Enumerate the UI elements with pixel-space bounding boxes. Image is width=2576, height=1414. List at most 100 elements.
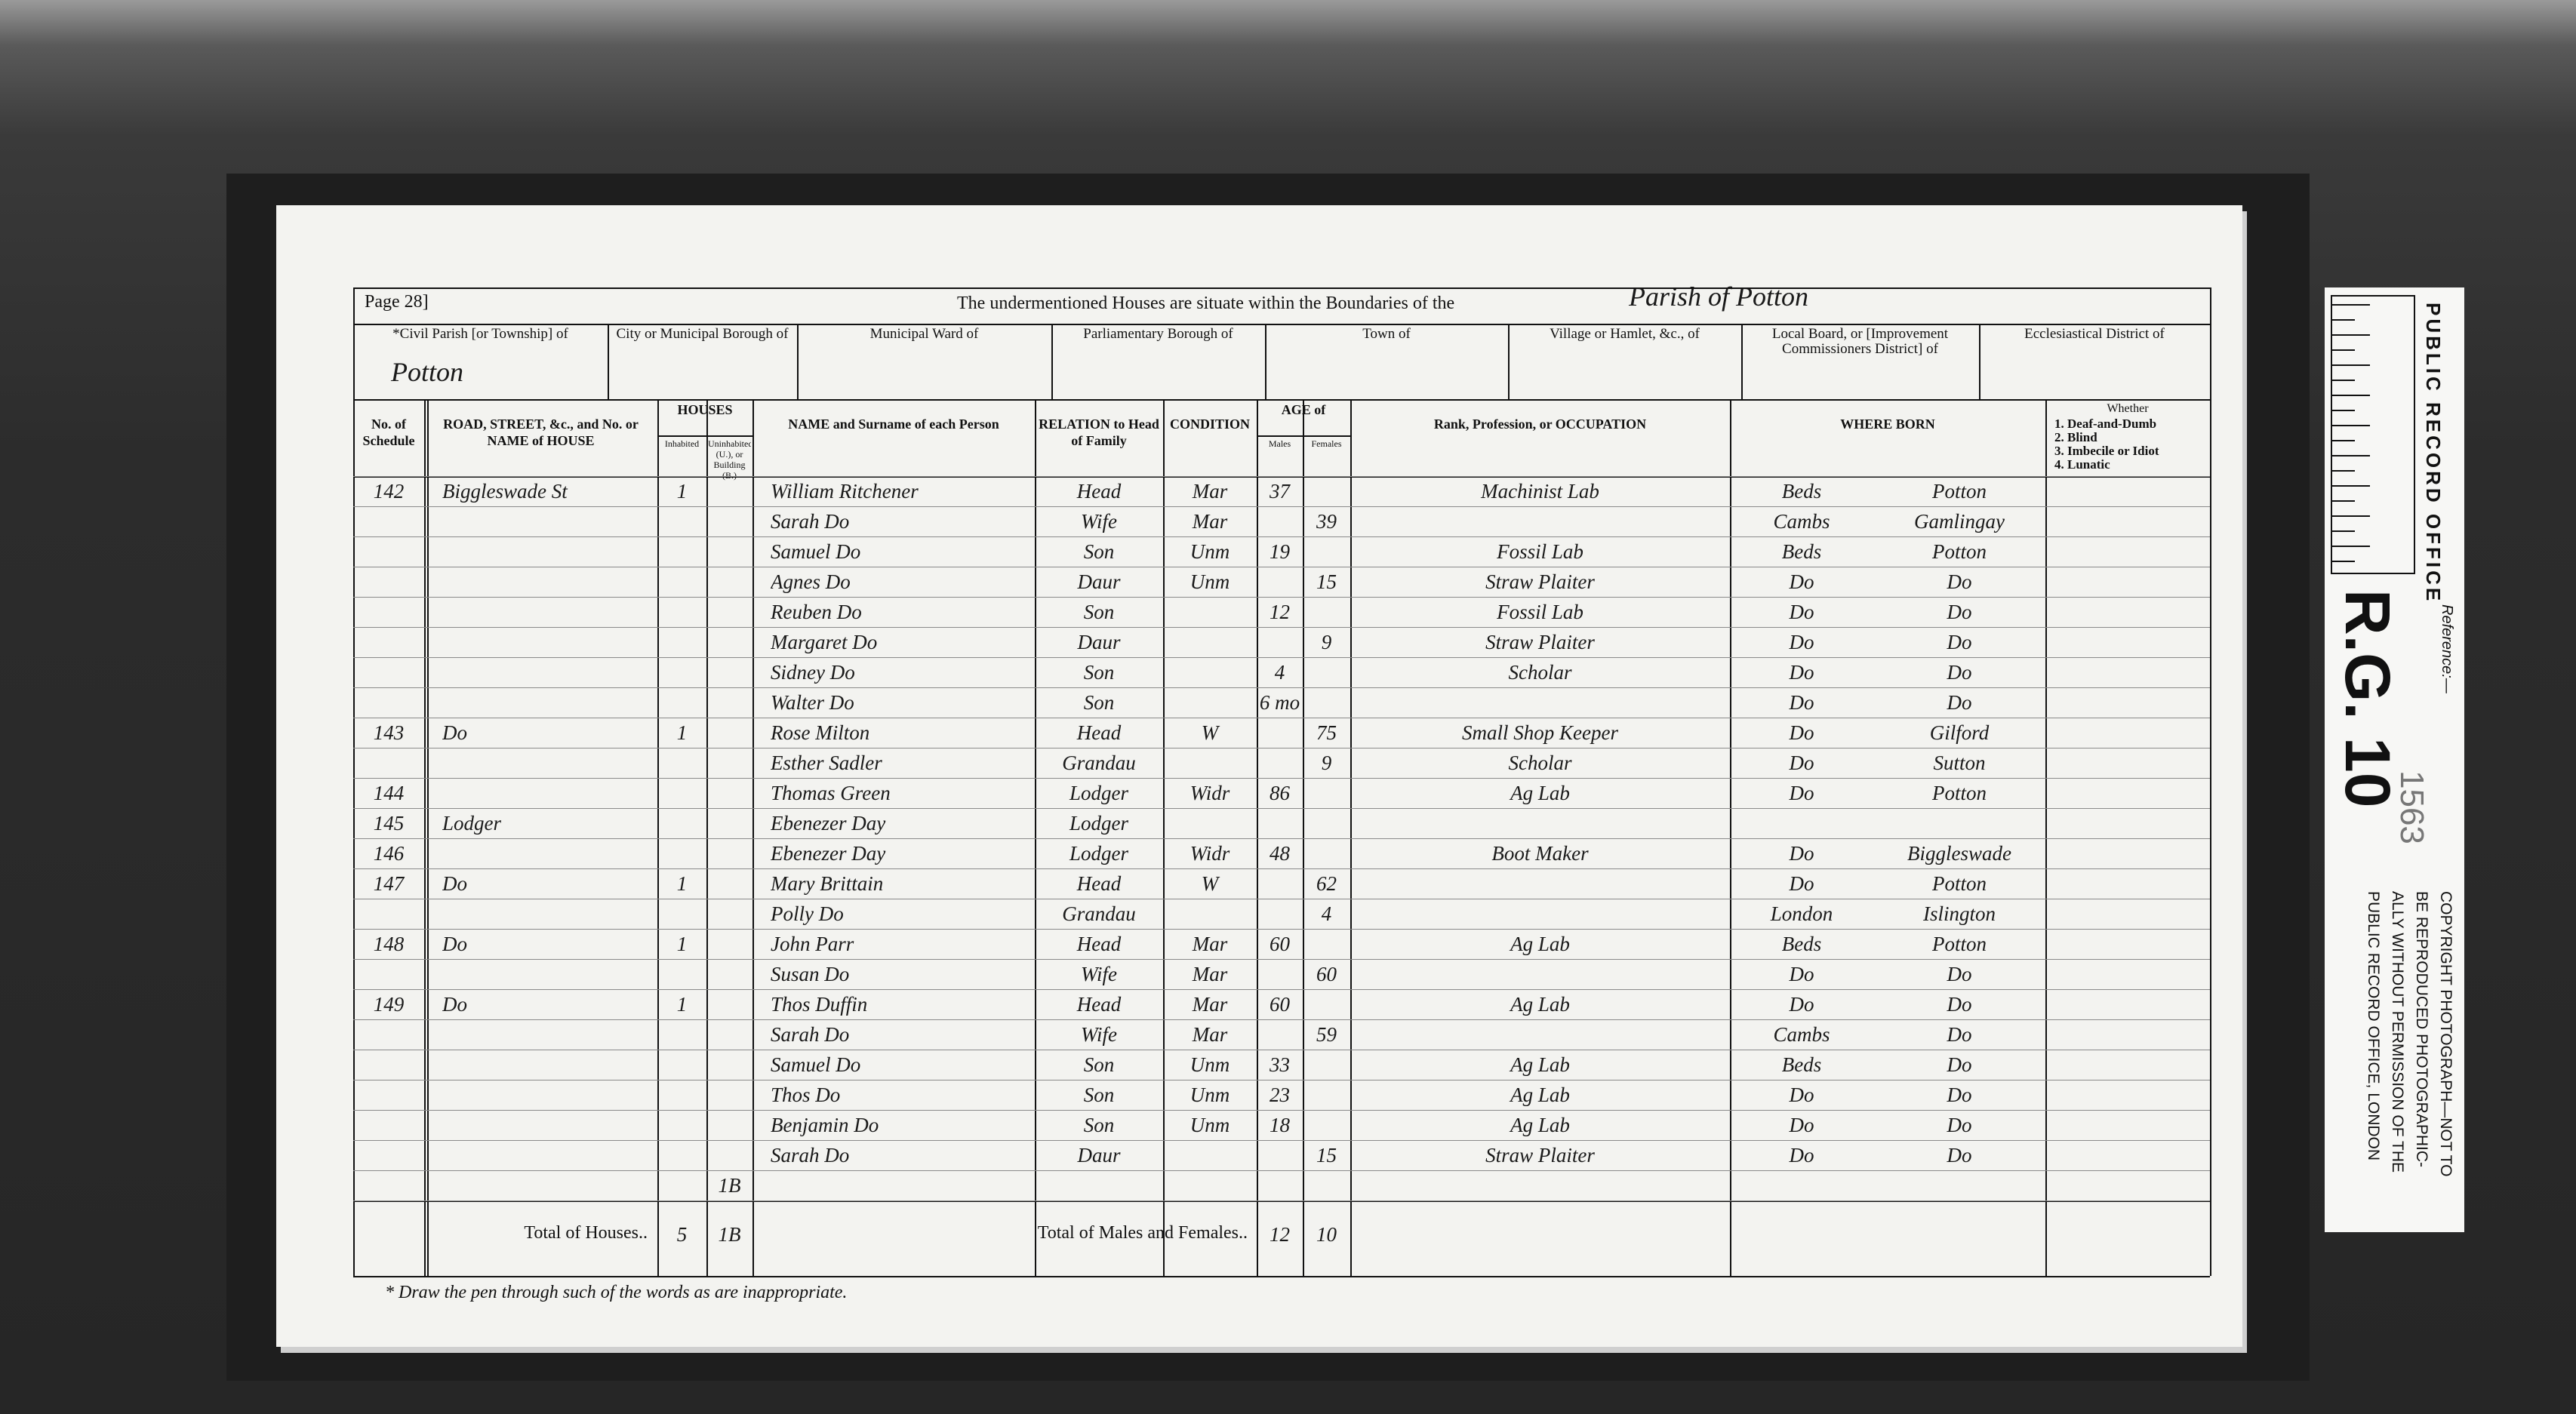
cell-occupation: Small Shop Keeper (1462, 721, 1618, 744)
ruler (2331, 295, 2415, 574)
cell-born-parish: Potton (1932, 933, 1987, 955)
cell-born-county: Do (1789, 842, 1814, 865)
cell-born-parish: Do (1947, 1084, 1972, 1106)
cell-born-county: Cambs (1773, 510, 1830, 533)
cell-born-parish: Do (1947, 631, 1972, 653)
cell-name: Margaret Do (771, 631, 878, 653)
cell-relation: Head (1076, 721, 1122, 744)
column-header: ROAD, STREET, &c., and No. or NAME of HO… (443, 417, 639, 448)
cell-born-county: London (1770, 902, 1833, 925)
cell-road: Do (442, 721, 467, 744)
cell-male: 19 (1270, 540, 1290, 563)
cell-male: 23 (1270, 1084, 1290, 1106)
copyright-line: PUBLIC RECORD OFFICE, LONDON (2365, 891, 2382, 1161)
cell-name: Esther Sadler (771, 752, 882, 774)
cell-relation: Lodger (1069, 812, 1128, 835)
cell-schedule: 149 (373, 993, 405, 1016)
cell-relation: Son (1083, 1084, 1115, 1106)
column-subheader: Inhabited (664, 438, 700, 449)
column-header: NAME and Surname of each Person (788, 417, 999, 432)
ruler-tick (2332, 485, 2370, 487)
cell-female: 9 (1321, 631, 1332, 653)
cell-occupation: Straw Plaiter (1485, 1144, 1595, 1167)
total-males: 12 (1270, 1223, 1290, 1246)
cell-name: Ebenezer Day (771, 812, 886, 835)
rule (1257, 399, 1258, 1276)
sheet (276, 205, 2242, 1347)
cell-name: William Ritchener (771, 480, 919, 503)
cell-condition: Mar (1192, 933, 1228, 955)
cell-relation: Son (1083, 661, 1115, 684)
district-label: Village or Hamlet, &c., of (1550, 326, 1700, 342)
cell-male: 86 (1270, 782, 1290, 804)
cell-relation: Son (1083, 1053, 1115, 1076)
cell-schedule: 145 (373, 812, 405, 835)
cell-name: Mary Brittain (771, 872, 884, 895)
cell-name: Susan Do (771, 963, 850, 985)
cell-schedule: 148 (373, 933, 405, 955)
rule (1051, 324, 1053, 399)
row-rule (353, 868, 2210, 869)
cell-born-parish: Do (1947, 1023, 1972, 1046)
ruler-tick (2332, 440, 2355, 441)
cell-relation: Son (1083, 601, 1115, 623)
rule (752, 399, 754, 1276)
cell-schedule: 144 (373, 782, 405, 804)
rule (2210, 287, 2211, 1276)
ruler-tick (2332, 364, 2370, 366)
cell-name: Thos Do (771, 1084, 841, 1106)
column-header: AGE of (1281, 402, 1326, 417)
rule (353, 1200, 2210, 1202)
cell-condition: Mar (1192, 510, 1228, 533)
cell-born-parish: Potton (1932, 782, 1987, 804)
cell-born-parish: Do (1947, 1053, 1972, 1076)
cell-name: Sidney Do (771, 661, 855, 684)
reference-strip: PUBLIC RECORD OFFICE Reference:— R.G. 10 15… (2325, 287, 2464, 1232)
cell-condition: Unm (1190, 1053, 1230, 1076)
cell-male: 48 (1270, 842, 1290, 865)
cell-relation: Lodger (1069, 782, 1128, 804)
cell-born-county: Beds (1781, 540, 1822, 563)
cell-female: 15 (1316, 570, 1337, 593)
cell-born-county: Do (1789, 752, 1814, 774)
cell-name: Rose Milton (771, 721, 870, 744)
ruler-tick (2332, 470, 2355, 472)
cell-male: 18 (1270, 1114, 1290, 1136)
ruler-tick (2332, 319, 2355, 321)
cell-born-parish: Gilford (1929, 721, 1990, 744)
cell-occupation: Ag Lab (1510, 933, 1570, 955)
cell-born-parish: Do (1947, 963, 1972, 985)
cell-born-parish: Do (1947, 661, 1972, 684)
cell-born-county: Do (1789, 661, 1814, 684)
cell-relation: Grandau (1062, 902, 1136, 925)
cell-schedule: 142 (373, 480, 405, 503)
rule (353, 287, 2210, 289)
cell-born-county: Do (1789, 1114, 1814, 1136)
reference-label: Reference:— (2439, 604, 2455, 693)
cell-occupation: Scholar (1508, 752, 1572, 774)
cell-name: Sarah Do (771, 510, 850, 533)
cell-born-county: Do (1789, 1144, 1814, 1167)
page-number: Page 28] (365, 292, 429, 312)
ruler-tick (2332, 500, 2355, 502)
rule (657, 435, 752, 437)
row-rule (353, 1019, 2210, 1020)
cell-name: Thos Duffin (771, 993, 868, 1016)
district-label: Municipal Ward of (869, 326, 979, 342)
cell-born-county: Do (1789, 691, 1814, 714)
row-rule (353, 959, 2210, 960)
cell-name: Sarah Do (771, 1144, 850, 1167)
cell-female: 15 (1316, 1144, 1337, 1167)
total-inhabited: 5 (676, 1223, 688, 1246)
ruler-tick (2332, 410, 2355, 411)
cell-born-county: Beds (1781, 1053, 1822, 1076)
cell-relation: Daur (1077, 570, 1121, 593)
cell-occupation: Ag Lab (1510, 1084, 1570, 1106)
column-subheader: 3. Imbecile or Idiot (2054, 444, 2159, 458)
cell-relation: Son (1083, 1114, 1115, 1136)
row-rule (353, 506, 2210, 507)
rule (353, 324, 2210, 325)
cell-relation: Head (1076, 933, 1122, 955)
district-label: City or Municipal Borough of (616, 326, 789, 342)
cell-name: Agnes Do (771, 570, 851, 593)
